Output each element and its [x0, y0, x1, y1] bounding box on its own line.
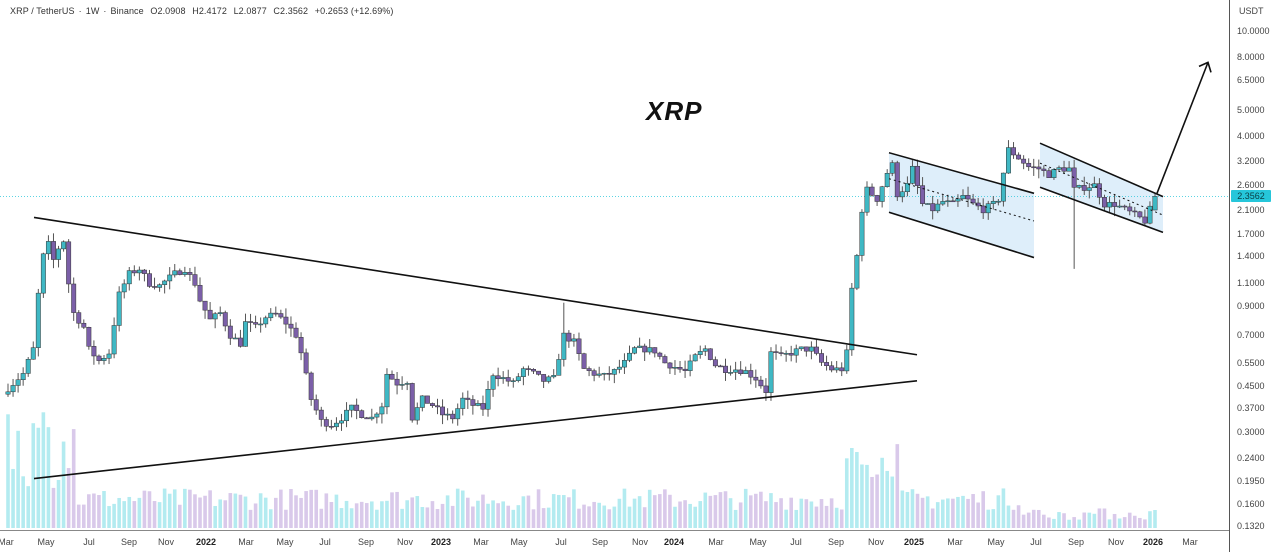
price-tick: 0.7000	[1237, 330, 1265, 341]
time-tick: Sep	[1067, 537, 1085, 547]
time-tick: May	[987, 537, 1005, 547]
interval[interactable]: 1W	[85, 6, 100, 16]
time-tick: Jul	[83, 537, 95, 547]
price-tick: 1.1000	[1237, 278, 1265, 289]
exchange: Binance	[110, 6, 144, 16]
last-price-label: 2.3562	[1231, 190, 1271, 203]
time-tick: Mar	[0, 537, 14, 547]
time-tick: Nov	[631, 537, 649, 547]
time-tick: Sep	[827, 537, 845, 547]
time-tick: Nov	[1107, 537, 1125, 547]
time-tick: Nov	[396, 537, 414, 547]
triangle-lower-line[interactable]	[33, 379, 918, 480]
time-tick: Jul	[319, 537, 331, 547]
time-tick: Mar	[238, 537, 254, 547]
time-tick: Nov	[867, 537, 885, 547]
time-tick: Mar	[947, 537, 963, 547]
time-tick: May	[37, 537, 55, 547]
price-plot[interactable]	[0, 0, 1229, 530]
time-tick: 2023	[430, 537, 452, 547]
price-tick: 0.1320	[1237, 521, 1265, 532]
time-tick: Sep	[120, 537, 138, 547]
projection-arrow[interactable]	[1156, 62, 1209, 194]
time-tick: Mar	[1182, 537, 1198, 547]
price-tick: 0.2400	[1237, 452, 1265, 463]
channel-fill	[889, 152, 1034, 258]
price-tick: 4.0000	[1237, 130, 1265, 141]
arrow-head-icon	[1198, 61, 1212, 73]
channel1-mid-line[interactable]	[888, 178, 1035, 222]
channel1-upper-line[interactable]	[888, 151, 1035, 195]
ohlc-open: O2.0908	[150, 6, 186, 16]
ohlc-low: L2.0877	[233, 6, 267, 16]
price-tick: 0.4500	[1237, 380, 1265, 391]
price-tick: 0.3700	[1237, 403, 1265, 414]
price-tick: 0.3000	[1237, 427, 1265, 438]
time-tick: Sep	[357, 537, 375, 547]
time-tick: May	[510, 537, 528, 547]
candlesticks	[5, 140, 1158, 432]
channel2-mid-line[interactable]	[1039, 162, 1164, 216]
time-tick: Mar	[708, 537, 724, 547]
ohlc-high: H2.4172	[192, 6, 227, 16]
time-tick: May	[749, 537, 767, 547]
price-tick: 5.0000	[1237, 105, 1265, 116]
price-tick: 1.4000	[1237, 250, 1265, 261]
price-tick: 2.1000	[1237, 204, 1265, 215]
triangle-upper-line[interactable]	[33, 216, 918, 356]
time-axis[interactable]: Mar May Jul Sep Nov 2022 Mar May Jul Sep Nov 2023 Ma…	[0, 530, 1229, 553]
price-tick: 0.1600	[1237, 499, 1265, 510]
time-tick: Sep	[591, 537, 609, 547]
channel2-upper-line[interactable]	[1039, 142, 1164, 198]
time-tick: Nov	[157, 537, 175, 547]
time-tick: Jul	[790, 537, 802, 547]
price-tick: 2.6000	[1237, 180, 1265, 191]
volume-bars	[6, 412, 1157, 528]
price-tick: 10.0000	[1237, 25, 1270, 36]
time-tick: Jul	[555, 537, 567, 547]
channel1-lower-line[interactable]	[888, 211, 1035, 259]
symbol-name[interactable]: XRP / TetherUS	[10, 6, 75, 16]
time-tick: 2024	[663, 537, 685, 547]
symbol-legend: XRP / TetherUS · 1W · Binance O2.0908 H2.417…	[10, 6, 394, 16]
price-tick: 8.0000	[1237, 51, 1265, 62]
price-tick: 6.5000	[1237, 75, 1265, 86]
time-tick: 2022	[195, 537, 217, 547]
time-tick: May	[276, 537, 294, 547]
price-tick: 0.5500	[1237, 357, 1265, 368]
price-tick: 0.9000	[1237, 301, 1265, 312]
ohlc-change: +0.2653 (+12.69%)	[314, 6, 394, 16]
channel2-lower-line[interactable]	[1039, 186, 1164, 234]
price-tick: 1.7000	[1237, 228, 1265, 239]
chart-annotation-title: XRP	[646, 96, 703, 126]
time-tick: 2026	[1142, 537, 1164, 547]
price-tick: 3.2000	[1237, 156, 1265, 167]
time-tick: 2025	[903, 537, 925, 547]
currency-label[interactable]: USDT	[1239, 6, 1264, 16]
price-tick: 0.1950	[1237, 476, 1265, 487]
time-tick: Mar	[473, 537, 489, 547]
time-tick: Jul	[1030, 537, 1042, 547]
ohlc-close: C2.3562	[273, 6, 309, 16]
price-axis[interactable]: USDT 10.0000 8.0000 6.5000 5.0000 4.0000 3.20…	[1229, 0, 1279, 552]
